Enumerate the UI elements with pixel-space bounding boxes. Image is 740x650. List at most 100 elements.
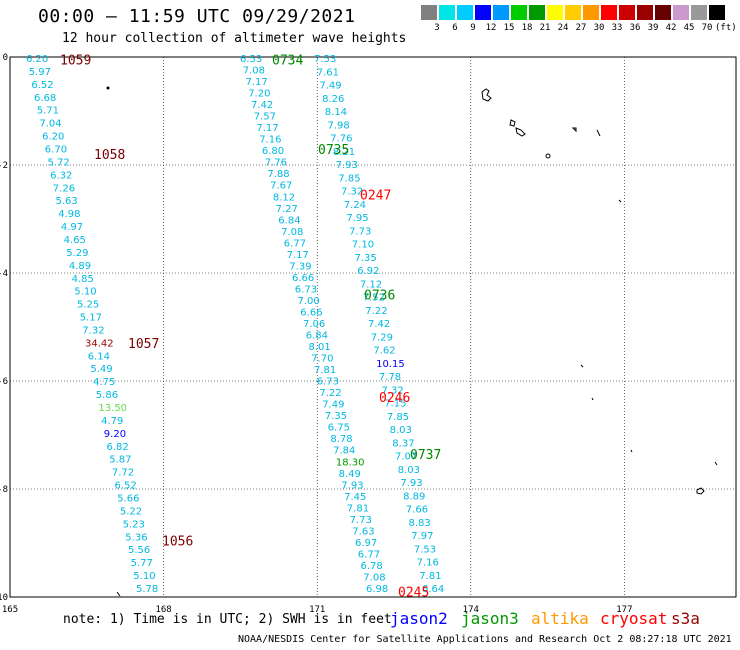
wave-height-value: 7.16 [417,558,439,569]
wave-height-value: 7.45 [344,492,366,503]
scale-swatch [709,5,725,20]
wave-height-value: 6.68 [34,93,56,104]
wave-height-value: 7.98 [328,120,350,131]
wave-height-value: 4.65 [64,235,86,246]
wave-height-value: 6.98 [366,584,388,595]
wave-height-value: 6.53 [240,54,262,65]
wave-height-value: 8.03 [390,425,412,436]
wave-height-value: 6.52 [31,80,53,91]
wave-height-value: 6.77 [284,238,306,249]
scale-label: 36 [629,23,641,33]
wave-height-value: 7.66 [406,505,428,516]
x-tick-label: 168 [155,605,171,615]
wave-height-value: 5.72 [48,157,70,168]
wave-height-value: 5.77 [131,558,153,569]
pass-time-label: 0247 [360,189,391,204]
wave-height-value: 5.78 [136,584,158,595]
page-title: 00:00 — 11:59 UTC 09/29/2021 [38,6,356,27]
wave-height-value: 7.53 [414,544,436,555]
wave-height-value: 6.82 [107,442,129,453]
wave-height-value: 7.17 [287,250,309,261]
wave-height-value: 10.15 [376,359,405,370]
scale-label: 24 [557,23,569,33]
wave-height-value: 7.84 [333,446,355,457]
scale-label: 21 [539,23,551,33]
y-tick-label: -10 [0,593,8,603]
wave-height-value: 7.22 [365,306,387,317]
wave-height-value: 7.42 [251,100,273,111]
wave-height-value: 8.49 [339,469,361,480]
wave-height-value: 7.72 [112,468,134,479]
scale-swatch [601,5,617,20]
pass-time-label: 0737 [410,448,441,463]
legend-entry: jason2 [390,609,448,628]
wave-height-value: 5.25 [77,300,99,311]
pass-time-label: 0734 [272,54,303,69]
wave-height-value: 7.00 [298,296,320,307]
scale-swatch [475,5,491,20]
wave-height-value: 5.97 [29,67,51,78]
wave-height-value: 7.93 [400,478,422,489]
wave-height-value: 4.97 [61,222,83,233]
wave-height-value: 7.16 [259,135,281,146]
wave-height-value: 6.77 [358,549,380,560]
note-text: note: 1) Time is in UTC; 2) SWH is in fe… [63,612,392,627]
wave-height-value: 6.73 [317,377,339,388]
scale-swatch [493,5,509,20]
y-tick-label: -4 [0,269,8,279]
wave-height-value: 7.32 [382,385,404,396]
wave-height-value: 7.93 [336,160,358,171]
wave-height-value: 6.20 [42,132,64,143]
y-tick-label: -2 [0,161,8,171]
y-tick-label: -8 [0,485,8,495]
scale-swatch [583,5,599,20]
page-subtitle: 12 hour collection of altimeter wave hei… [62,31,407,46]
wave-height-value: 7.27 [276,204,298,215]
scale-swatch [547,5,563,20]
island [481,88,492,102]
wave-height-value: 6.73 [295,284,317,295]
axis-ticks: 165 168 171 174 177 0 -2 -4 -6 -8 -10 [0,53,633,615]
wave-height-value: 13.50 [98,403,127,414]
wave-height-value: 7.35 [355,253,377,264]
wave-height-value: 7.63 [352,526,374,537]
wave-height-value: 7.39 [289,261,311,272]
scale-label: 12 [485,23,497,33]
wave-height-value: 5.10 [74,287,96,298]
y-tick-label: 0 [3,53,8,63]
map-frame [9,56,737,598]
wave-height-value: 7.78 [379,372,401,383]
wave-height-value: 4.98 [58,209,80,220]
x-tick-label: 165 [2,605,18,615]
island [116,591,121,597]
island [696,487,705,495]
wave-height-value: 6.52 [115,481,137,492]
wave-height-value: 7.24 [344,200,366,211]
wave-height-value: 7.53 [314,54,336,65]
wave-height-value: 6.92 [357,266,379,277]
wave-height-value: 6.20 [26,54,48,65]
scale-label: 70 [701,23,713,33]
legend-entry: altika [531,609,589,628]
wave-height-value: 8.21 [333,147,355,158]
wave-height-value: 6.70 [45,145,67,156]
scale-swatch [565,5,581,20]
wave-height-value: 8.14 [325,107,347,118]
pass-time-label: 0245 [398,586,429,601]
wave-height-value: 8.78 [330,434,352,445]
wave-height-value: 5.36 [125,532,147,543]
wave-height-value: 7.95 [346,213,368,224]
wave-height-value: 6.84 [278,215,300,226]
island [580,199,718,466]
scale-swatch [619,5,635,20]
scale-swatch [529,5,545,20]
pass-time-label: 1059 [60,54,91,69]
pass-time-label: 1057 [128,337,159,352]
wave-height-value: 8.12 [273,192,295,203]
wave-height-value: 7.57 [254,112,276,123]
wave-height-value: 7.76 [265,158,287,169]
wave-height-value: 7.08 [243,66,265,77]
wave-height-value: 5.22 [120,506,142,517]
island-outlines [106,86,718,597]
